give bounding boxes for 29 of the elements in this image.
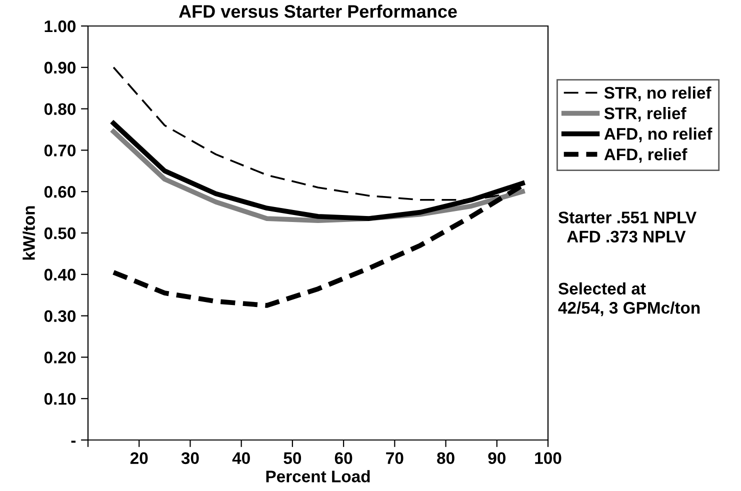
text: Starter .551 NPLV AFD .373 NPLV xyxy=(558,212,697,243)
x-tick-label: 50 xyxy=(284,452,302,464)
x-tick-label: 80 xyxy=(437,452,454,464)
y-tick-label: 0.40 xyxy=(44,268,76,281)
y-tick-label: 1.00 xyxy=(44,20,76,32)
legend-label: AFD, no relief xyxy=(604,128,712,142)
x-axis-title: Percent Load xyxy=(266,470,370,482)
y-tick-label: 0.50 xyxy=(44,227,76,240)
x-tick-label: 30 xyxy=(181,452,199,464)
text: Selected at 42/54, 3 GPMc/ton xyxy=(558,282,700,316)
y-tick-label: 0.60 xyxy=(44,186,76,198)
legend-label: AFD, relief xyxy=(604,148,688,163)
x-tick-label: 60 xyxy=(334,452,352,464)
legend-label: STR, no relief xyxy=(604,86,712,102)
y-tick-label: 0.20 xyxy=(44,352,76,364)
x-tick-label: 70 xyxy=(386,452,404,464)
y-axis-title: kW/ton xyxy=(22,206,36,260)
chart-title: AFD versus Starter Performance xyxy=(178,4,457,18)
y-tick-label: 0.70 xyxy=(44,144,76,156)
x-tick-label: 90 xyxy=(488,452,506,464)
legend-label: STR, relief xyxy=(604,107,686,122)
y-tick-label: 0.90 xyxy=(44,62,76,74)
x-tick-label: 40 xyxy=(232,452,250,464)
x-tick-label: 100 xyxy=(535,452,562,464)
y-tick-label: - xyxy=(71,440,76,443)
y-tick-label: 0.80 xyxy=(44,103,76,116)
y-tick-label: 0.30 xyxy=(44,310,76,322)
x-tick-label: 20 xyxy=(130,452,148,464)
y-tick-label: 0.10 xyxy=(44,393,76,405)
